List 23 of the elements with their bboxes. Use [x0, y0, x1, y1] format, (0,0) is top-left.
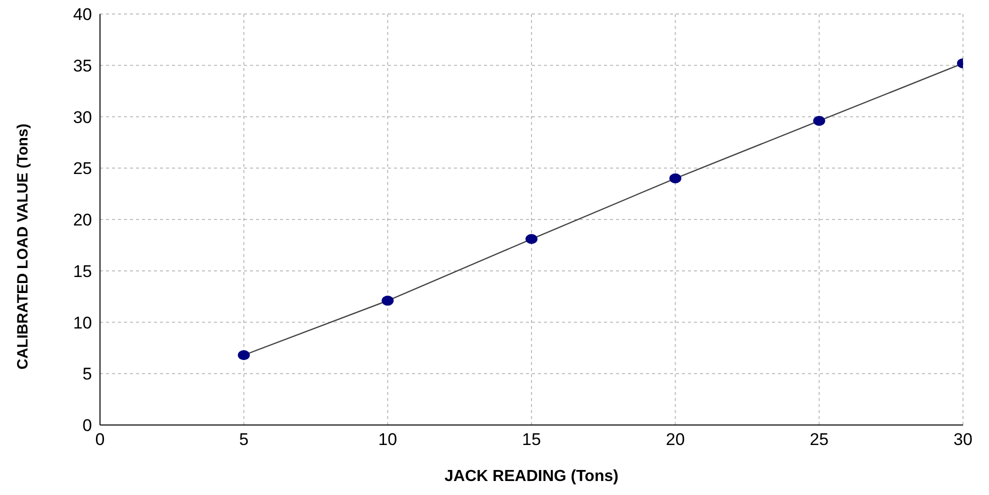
y-tick-label: 0	[82, 416, 92, 436]
y-tick-label: 20	[73, 210, 92, 230]
x-tick-label: 10	[378, 430, 398, 450]
y-tick-label: 35	[73, 56, 92, 76]
y-tick-label: 10	[73, 313, 92, 332]
y-axis-title: CALIBRATED LOAD VALUE (Tons)	[14, 124, 32, 370]
point	[526, 234, 538, 244]
y-tick-label: 30	[73, 108, 92, 127]
x-tick-label: 20	[666, 430, 685, 450]
y-tick-label: 15	[73, 262, 92, 281]
y-tick-label: 40	[73, 5, 92, 24]
y-tick-label: 5	[82, 364, 92, 384]
x-tick-label: 0	[95, 430, 105, 450]
point	[238, 350, 250, 360]
point	[813, 116, 826, 126]
x-tick-label: 25	[810, 430, 829, 450]
x-tick-label: 15	[522, 430, 541, 450]
x-tick-label: 5	[239, 430, 249, 450]
x-axis-title: JACK READING (Tons)	[444, 468, 618, 485]
point	[669, 173, 682, 184]
y-tick-label: 25	[73, 159, 92, 178]
point	[382, 296, 394, 306]
x-tick-label: 30	[954, 430, 972, 450]
